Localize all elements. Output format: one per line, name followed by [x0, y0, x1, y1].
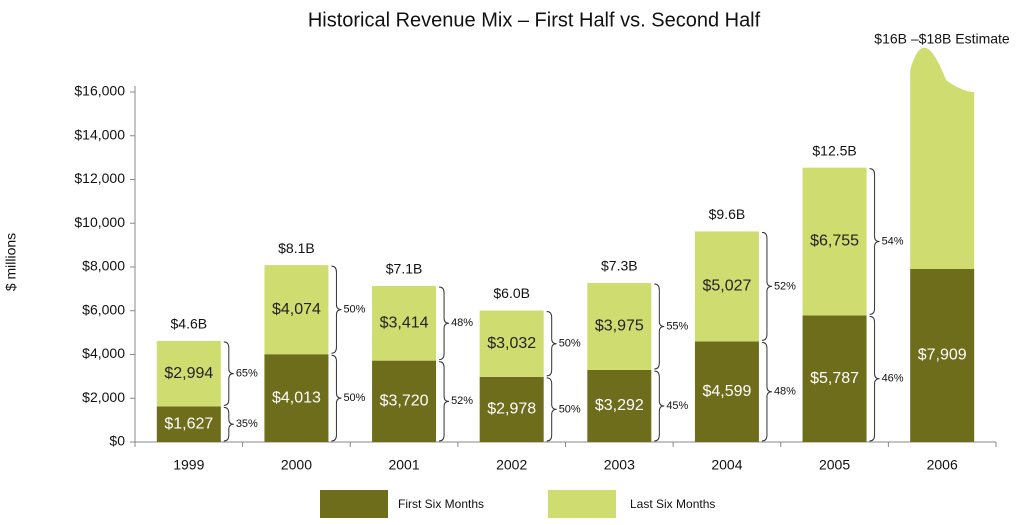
y-tick-label: $4,000 — [82, 345, 125, 361]
share-brace — [654, 283, 665, 370]
total-label: $6.0B — [493, 285, 530, 301]
bar-segment — [264, 265, 329, 355]
x-tick-label: 2004 — [711, 457, 742, 473]
share-label: 55% — [666, 320, 688, 332]
share-label: 35% — [236, 418, 258, 430]
share-label: 52% — [451, 395, 473, 407]
y-tick-label: $8,000 — [82, 258, 125, 274]
legend-swatch — [548, 490, 616, 518]
share-label: 50% — [559, 403, 581, 415]
share-label: 65% — [236, 368, 258, 380]
value-label: $3,975 — [595, 318, 644, 335]
legend-label: First Six Months — [398, 497, 484, 511]
estimate-segment — [910, 47, 975, 269]
bar-segment — [802, 315, 867, 442]
bar-segment — [802, 167, 867, 316]
y-tick-label: $2,000 — [82, 389, 125, 405]
x-tick-label: 2000 — [281, 457, 312, 473]
value-label: $2,978 — [487, 401, 536, 418]
x-tick-label: 2003 — [604, 457, 635, 473]
total-label: $7.3B — [601, 258, 638, 274]
share-label: 48% — [451, 317, 473, 329]
y-tick-label: $14,000 — [74, 126, 125, 142]
total-label: $9.6B — [709, 206, 746, 222]
estimate-label: $16B –$18B Estimate — [874, 31, 1010, 47]
value-label: $3,032 — [487, 335, 536, 352]
bar-segment — [479, 310, 544, 377]
share-brace — [654, 370, 665, 442]
share-label: 50% — [343, 392, 365, 404]
value-label: $4,599 — [702, 383, 751, 400]
value-label: $4,074 — [272, 301, 321, 318]
share-brace — [546, 311, 557, 377]
x-tick-label: 2005 — [819, 457, 850, 473]
share-brace — [439, 286, 450, 361]
total-label: $8.1B — [278, 240, 315, 256]
value-label: $3,292 — [595, 397, 644, 414]
bar-segment — [587, 369, 652, 442]
bar-segment — [372, 285, 437, 361]
x-tick-label: 2006 — [927, 457, 958, 473]
bar-segment — [910, 268, 975, 442]
value-label: $5,787 — [810, 370, 859, 387]
value-label: $5,027 — [702, 278, 751, 295]
legend-swatch — [320, 490, 388, 518]
bar-segment — [372, 360, 437, 442]
bar-segment — [156, 340, 221, 407]
share-label: 54% — [882, 235, 904, 247]
share-label: 50% — [559, 338, 581, 350]
share-brace — [223, 406, 234, 442]
value-label: $1,627 — [164, 415, 213, 432]
share-brace — [223, 341, 234, 406]
total-label: $12.5B — [812, 142, 856, 158]
share-brace — [869, 315, 880, 442]
y-tick-label: $12,000 — [74, 170, 125, 186]
share-brace — [546, 377, 557, 442]
bar-segment — [694, 341, 759, 442]
value-label: $6,755 — [810, 233, 859, 250]
total-label: $7.1B — [386, 261, 423, 277]
share-brace — [761, 231, 772, 341]
x-tick-label: 1999 — [173, 457, 204, 473]
y-tick-label: $10,000 — [74, 214, 125, 230]
total-label: $4.6B — [171, 316, 208, 332]
share-label: 52% — [774, 280, 796, 292]
bar-segment — [264, 354, 329, 442]
share-brace — [761, 341, 772, 442]
bar-segment — [479, 376, 544, 442]
value-label: $3,720 — [380, 393, 429, 410]
y-tick-label: $16,000 — [74, 83, 125, 99]
x-tick-label: 2001 — [388, 457, 419, 473]
value-label: $3,414 — [380, 315, 429, 332]
y-tick-label: $0 — [109, 433, 125, 449]
share-label: 45% — [666, 400, 688, 412]
y-tick-label: $6,000 — [82, 301, 125, 317]
share-label: 46% — [882, 373, 904, 385]
bar-segment — [694, 231, 759, 342]
x-tick-label: 2002 — [496, 457, 527, 473]
legend-label: Last Six Months — [630, 497, 715, 511]
chart-title: Historical Revenue Mix – First Half vs. … — [308, 9, 761, 31]
value-label: $4,013 — [272, 389, 321, 406]
value-label: $7,909 — [918, 347, 967, 364]
bar-segment — [156, 406, 221, 442]
share-brace — [331, 265, 342, 354]
share-brace — [331, 354, 342, 442]
share-brace — [439, 361, 450, 442]
share-brace — [869, 168, 880, 315]
value-label: $2,994 — [164, 365, 213, 382]
share-label: 48% — [774, 386, 796, 398]
y-axis-label: $ millions — [3, 233, 19, 291]
share-label: 50% — [343, 304, 365, 316]
bar-segment — [587, 283, 652, 370]
